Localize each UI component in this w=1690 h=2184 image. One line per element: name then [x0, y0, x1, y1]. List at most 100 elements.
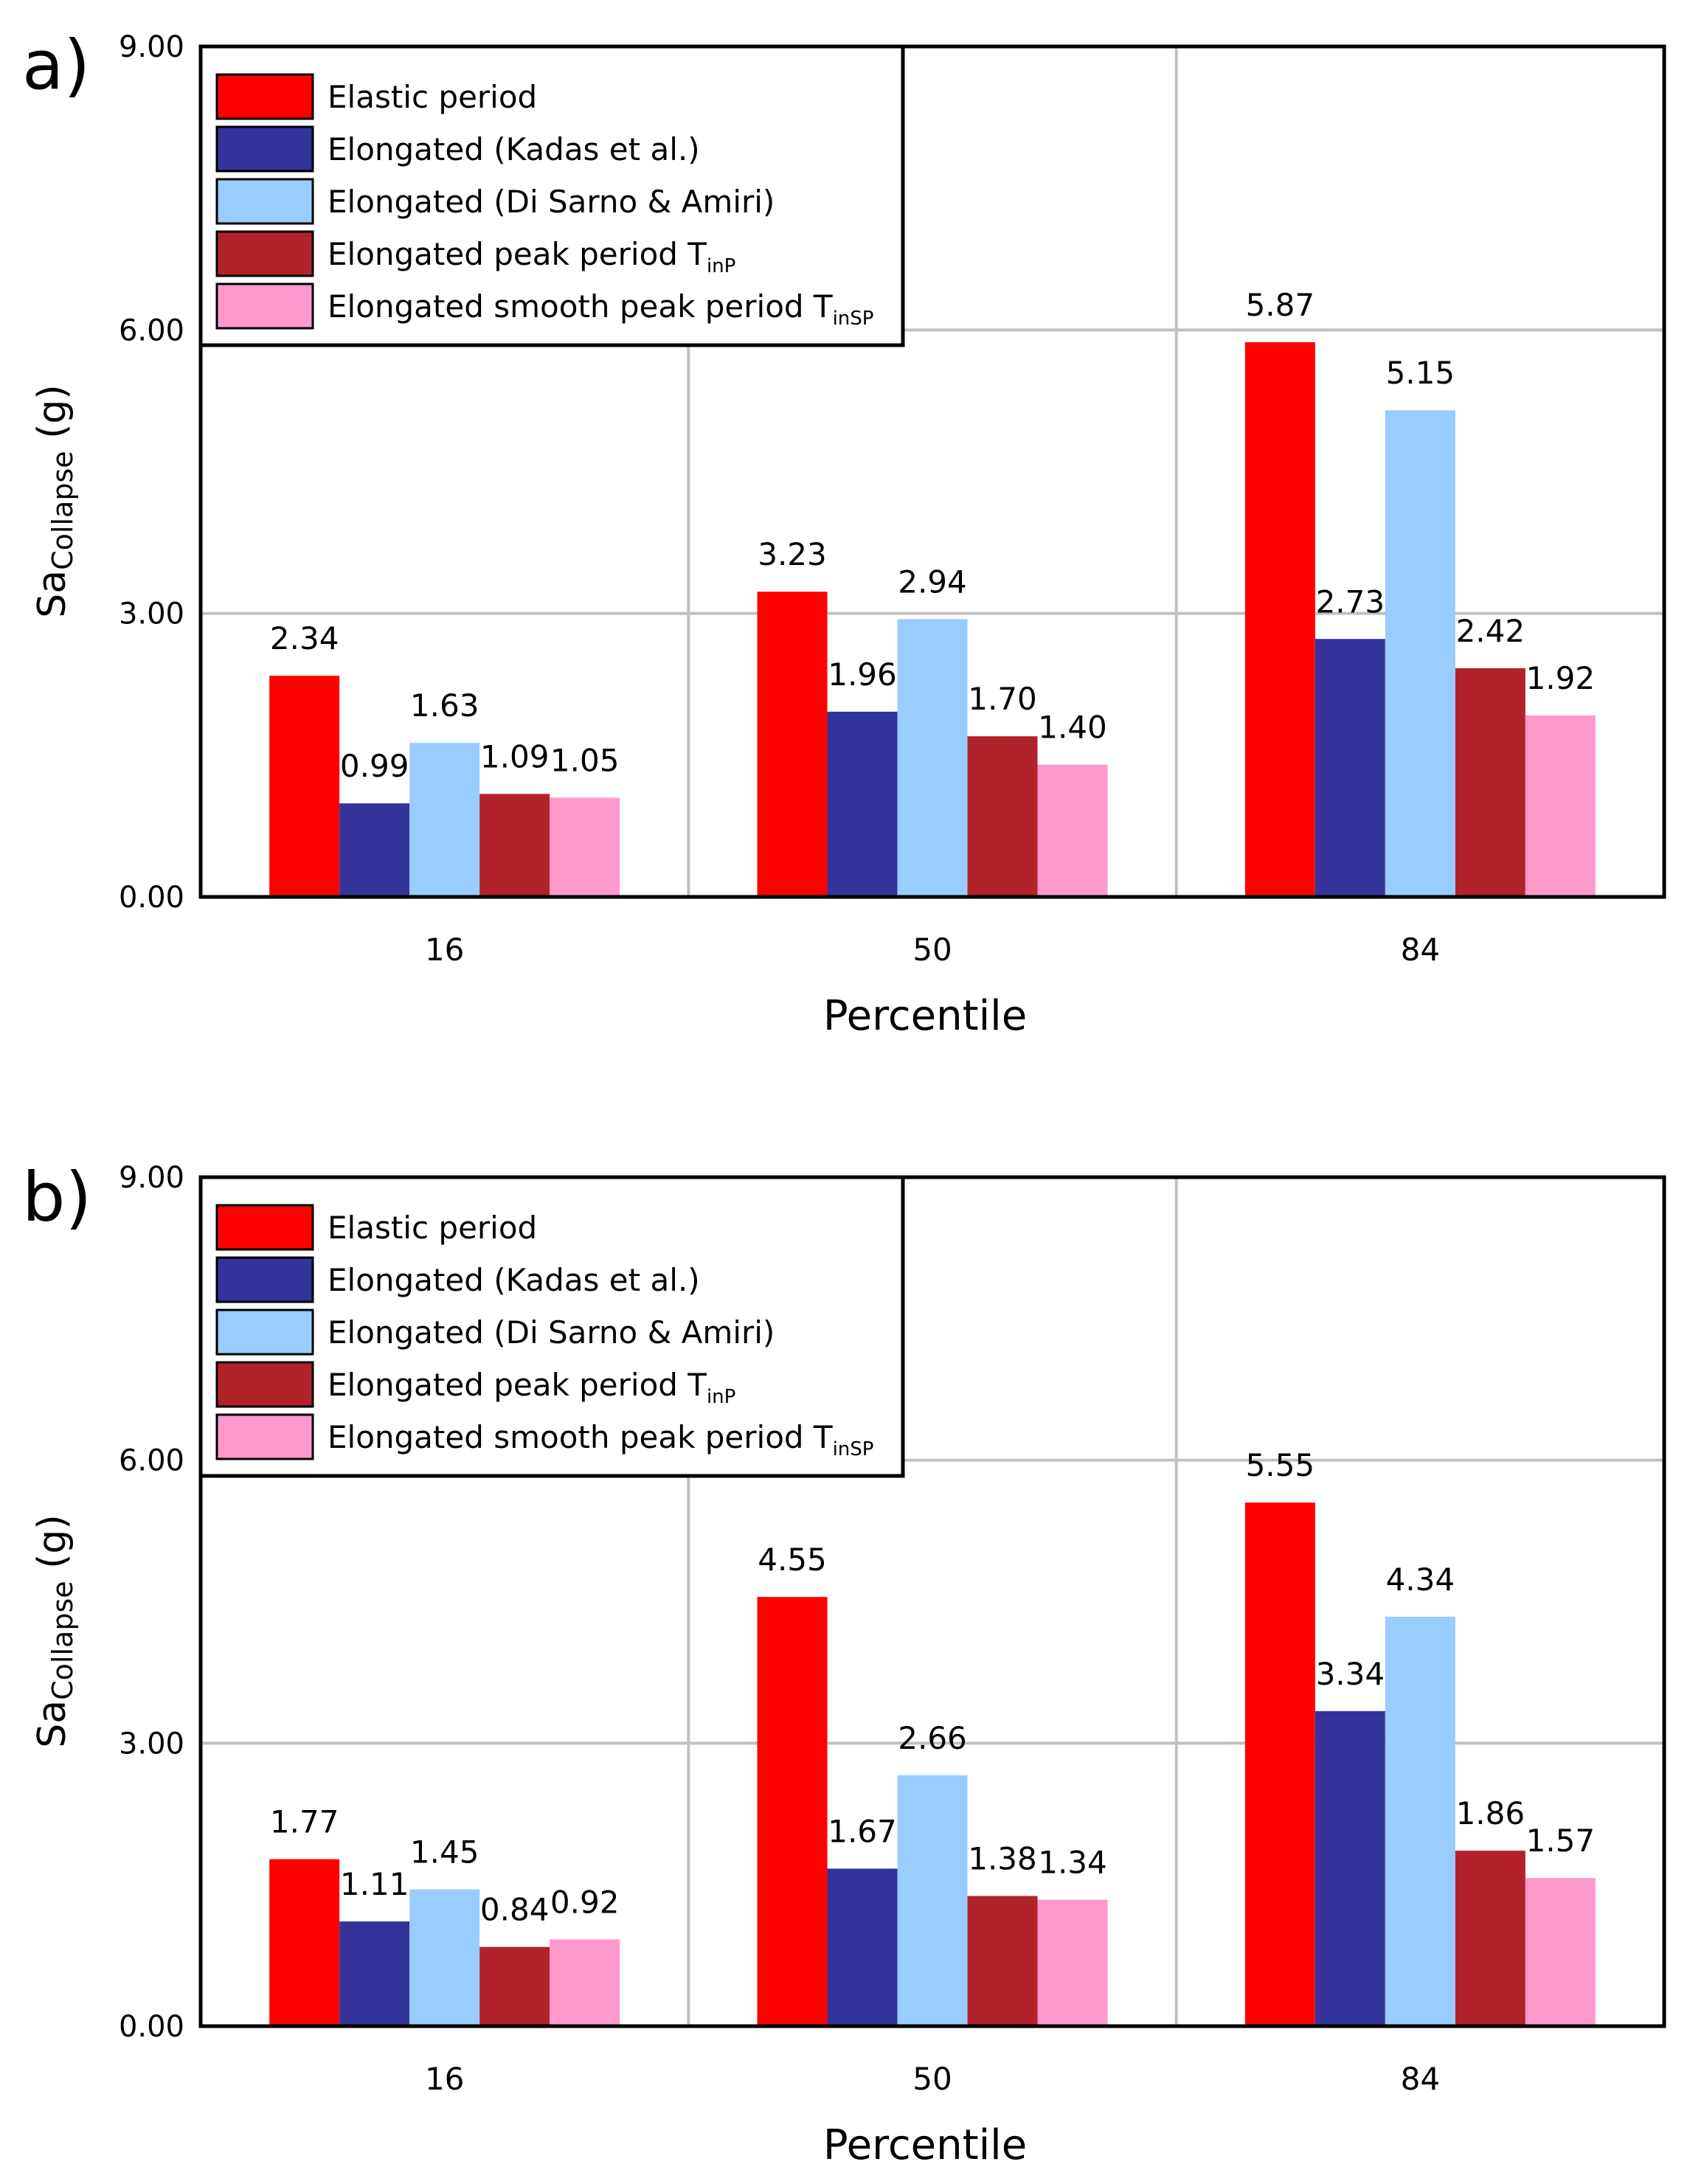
bar [269, 1859, 340, 2026]
bar [1244, 1502, 1315, 2026]
bar-value-label: 1.70 [968, 681, 1037, 717]
bar [757, 1597, 828, 2026]
x-axis-title: Percentile [823, 992, 1027, 1040]
bar-value-label: 2.42 [1456, 613, 1525, 649]
x-tick-label: 84 [1401, 932, 1440, 968]
bar [1315, 1710, 1385, 2026]
legend-item: Elastic period [215, 73, 537, 120]
legend-swatch [215, 1308, 314, 1356]
bar [967, 736, 1038, 897]
bar [1525, 715, 1596, 897]
bar [757, 592, 828, 897]
legend-box [198, 44, 905, 347]
legend-label: Elongated peak period TinP [328, 1367, 735, 1408]
legend: Elastic period Elongated (Kadas et al.) El… [198, 44, 905, 347]
bar [1385, 1616, 1455, 2026]
bar [339, 1921, 410, 2026]
panel-label: b) [22, 1158, 91, 1237]
bar-value-label: 2.94 [898, 564, 967, 600]
legend-item: Elongated peak period TinP [215, 230, 735, 277]
bar [1037, 1899, 1108, 2026]
x-tick-label: 16 [425, 932, 464, 968]
legend-swatch [215, 282, 314, 330]
bar-value-label: 1.92 [1526, 660, 1596, 696]
legend-swatch [215, 73, 314, 120]
legend-label: Elastic period [328, 1210, 537, 1246]
legend-label: Elongated smooth peak period TinSP [328, 1419, 873, 1460]
chart-panel-b: b) 0.00 3.00 6.00 9.00 1.771.111.450.84 0.92 16… [22, 1158, 1666, 2169]
bar [1525, 1878, 1596, 2026]
y-tick-label: 0.00 [119, 881, 184, 915]
bar-value-label: 1.05 [550, 742, 620, 778]
bar-value-label: 5.15 [1386, 355, 1455, 391]
bar [479, 1946, 550, 2026]
legend-item: Elongated (Di Sarno & Amiri) [215, 1308, 775, 1356]
legend-label: Elongated (Kadas et al.) [328, 131, 700, 167]
y-tick-label: 9.00 [119, 1161, 184, 1195]
y-axis-title: SaCollapse (g) [30, 384, 79, 617]
bar-value-label: 1.38 [968, 1841, 1037, 1877]
legend-label: Elastic period [328, 79, 537, 115]
panel-label: a) [22, 26, 90, 105]
bar [339, 803, 410, 897]
bar-value-label: 1.09 [480, 738, 550, 774]
bar [1244, 342, 1315, 897]
bar-value-label: 2.73 [1316, 583, 1385, 620]
chart-panel-a: a) 0.00 3.00 6.00 9.00 2.34 0.991.631.09 1.05 16… [22, 26, 1666, 1040]
x-tick-label: 84 [1401, 2061, 1440, 2097]
bar [827, 1868, 898, 2026]
bar-value-label: 1.67 [828, 1813, 897, 1849]
plot-frame [198, 44, 1666, 899]
bar [897, 619, 968, 897]
y-tick-label: 9.00 [119, 30, 184, 64]
legend: Elastic period Elongated (Kadas et al.) El… [198, 1175, 905, 1478]
bar-value-label: 2.66 [898, 1720, 967, 1756]
bar-value-label: 1.63 [410, 687, 479, 724]
legend-swatch [215, 230, 314, 277]
bar-value-label: 1.77 [270, 1804, 339, 1840]
bar-value-label: 2.34 [270, 620, 339, 656]
legend-label: Elongated (Di Sarno & Amiri) [328, 184, 775, 220]
bar [967, 1896, 1038, 2026]
y-axis-title-text: SaCollapse (g) [30, 384, 79, 617]
legend-swatch [215, 1361, 314, 1408]
y-tick-label: 6.00 [119, 313, 184, 347]
bar-value-label: 1.11 [340, 1866, 409, 1902]
legend-item: Elongated smooth peak period TinSP [215, 1413, 873, 1460]
legend-box [198, 1175, 905, 1478]
bar [1385, 410, 1455, 897]
legend-label: Elongated peak period TinP [328, 236, 735, 277]
legend-swatch [215, 1256, 314, 1303]
bar [1455, 1851, 1525, 2026]
bar [550, 1939, 620, 2026]
legend-item: Elongated peak period TinP [215, 1361, 735, 1408]
y-tick-label: 3.00 [119, 597, 184, 631]
y-tick-label: 6.00 [119, 1444, 184, 1478]
y-tick-label: 3.00 [119, 1727, 184, 1761]
bar [409, 1889, 480, 2026]
bar [897, 1775, 968, 2026]
x-tick-label: 16 [425, 2061, 464, 2097]
legend-label: Elongated (Di Sarno & Amiri) [328, 1314, 775, 1351]
bar [409, 743, 480, 897]
bar-value-label: 1.57 [1526, 1823, 1596, 1859]
x-tick-label: 50 [912, 932, 952, 968]
bar [550, 797, 620, 897]
bar-value-label: 3.34 [1316, 1656, 1385, 1692]
x-tick-label: 50 [912, 2061, 952, 2097]
legend-item: Elongated (Di Sarno & Amiri) [215, 178, 775, 225]
legend-item: Elongated (Kadas et al.) [215, 1256, 700, 1303]
legend-item: Elongated (Kadas et al.) [215, 125, 700, 173]
bar [1455, 668, 1525, 897]
legend-item: Elastic period [215, 1204, 537, 1251]
bar-value-label: 1.34 [1038, 1845, 1107, 1881]
bar [479, 794, 550, 897]
bar-value-label: 5.87 [1246, 287, 1315, 323]
bar-value-label: 0.84 [480, 1892, 550, 1928]
bar-value-label: 1.96 [828, 656, 897, 693]
bar-value-label: 4.55 [758, 1542, 827, 1578]
bar-value-label: 5.55 [1246, 1447, 1315, 1483]
legend-swatch [215, 125, 314, 173]
bar-value-label: 0.92 [550, 1884, 620, 1920]
